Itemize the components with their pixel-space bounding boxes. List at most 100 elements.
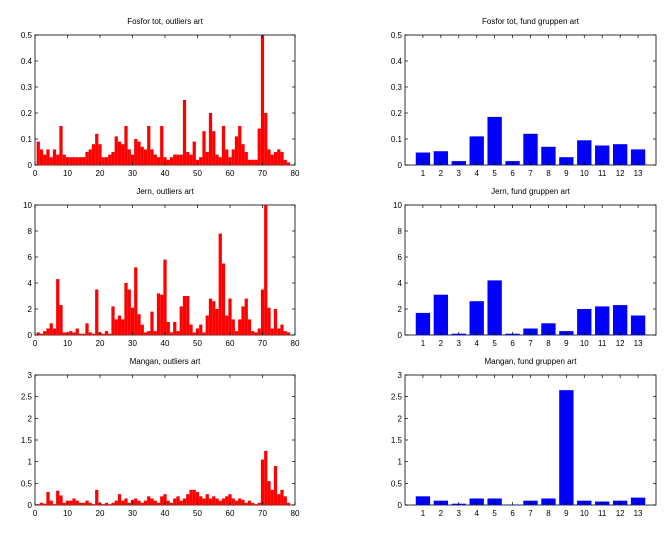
bar <box>114 319 118 335</box>
y-tick-label: 2 <box>398 305 403 314</box>
x-tick-label: 13 <box>634 169 643 178</box>
bar <box>238 126 242 165</box>
bar <box>88 149 92 165</box>
y-tick-label: 0.5 <box>391 31 403 40</box>
x-tick-label: 80 <box>291 509 300 518</box>
bar <box>121 319 125 335</box>
plot-area <box>34 374 296 506</box>
bar <box>195 328 200 335</box>
y-tick-label: 0 <box>398 331 403 340</box>
bar <box>153 154 157 165</box>
bar <box>101 157 105 165</box>
x-tick-label: 80 <box>291 339 300 348</box>
bar <box>124 498 128 505</box>
y-tick-label: 6 <box>28 253 33 262</box>
bar <box>91 144 96 165</box>
chart-panel-2: Fosfor tot, fund gruppen art 0 0.1 0.2 0.3 0.… <box>391 17 657 178</box>
y-tick-label: 2 <box>28 305 33 314</box>
bar <box>39 502 44 505</box>
x-tick-label: 7 <box>528 339 533 348</box>
bar <box>143 149 148 165</box>
bar <box>156 293 161 335</box>
bar <box>114 500 118 505</box>
x-tick-label: 20 <box>96 509 105 518</box>
bar <box>254 332 258 335</box>
x-tick-label: 4 <box>474 169 479 178</box>
bar <box>277 494 281 505</box>
bar <box>52 149 57 165</box>
bar <box>150 149 154 165</box>
bar <box>179 500 183 505</box>
bar <box>469 301 484 335</box>
bar <box>78 502 83 505</box>
y-tick-label: 10 <box>393 201 402 210</box>
x-tick-label: 2 <box>439 509 444 518</box>
bar <box>104 331 109 335</box>
y-tick-label: 0.3 <box>21 83 33 92</box>
bar <box>273 152 278 165</box>
y-tick-label: 0 <box>398 501 403 510</box>
bar <box>221 498 226 505</box>
bar <box>247 319 252 335</box>
bar <box>121 500 125 505</box>
bar <box>186 152 190 165</box>
bar <box>469 498 484 505</box>
bar <box>273 309 278 335</box>
bar <box>251 331 255 335</box>
bar <box>111 306 115 335</box>
bar <box>134 139 138 165</box>
bar <box>192 489 196 505</box>
bar <box>221 263 226 335</box>
bar <box>72 157 76 165</box>
bar <box>433 151 449 165</box>
bar <box>114 136 118 165</box>
bar <box>215 154 219 165</box>
bar <box>147 126 151 165</box>
bar <box>257 328 261 335</box>
bar <box>254 159 258 165</box>
bar <box>130 154 135 165</box>
bar <box>36 141 40 165</box>
bar <box>202 332 206 335</box>
bar <box>46 328 50 335</box>
bar <box>156 157 161 165</box>
y-tick-label: 0.5 <box>21 31 33 40</box>
bar <box>270 489 274 505</box>
bar <box>202 131 206 165</box>
y-tick-label: 8 <box>28 227 33 236</box>
bar <box>124 126 128 165</box>
x-tick-label: 40 <box>161 169 170 178</box>
bar <box>267 149 271 165</box>
x-tick-label: 0 <box>33 339 38 348</box>
bar <box>251 502 255 505</box>
bar <box>241 144 245 165</box>
y-tick-label: 10 <box>23 201 32 210</box>
x-tick-label: 12 <box>616 339 625 348</box>
bar <box>124 283 128 335</box>
bar <box>117 494 122 505</box>
y-tick-label: 0.4 <box>21 57 33 66</box>
bar <box>260 35 265 165</box>
bar <box>163 494 167 505</box>
bar <box>182 498 187 505</box>
bar <box>241 499 245 505</box>
y-tick-label: 4 <box>398 279 403 288</box>
bar <box>612 305 628 335</box>
bar <box>247 500 252 505</box>
x-tick-label: 7 <box>528 169 533 178</box>
bar <box>225 496 229 505</box>
bar <box>202 498 206 505</box>
bar <box>270 328 274 335</box>
bar <box>280 152 284 165</box>
bar <box>62 154 66 165</box>
bar <box>78 333 83 335</box>
x-tick-label: 40 <box>161 339 170 348</box>
x-tick-label: 50 <box>193 509 202 518</box>
y-tick-label: 1.5 <box>391 436 403 445</box>
y-tick-label: 0.5 <box>21 479 33 488</box>
bar <box>523 328 538 335</box>
x-tick-label: 60 <box>226 509 235 518</box>
bar <box>85 152 89 165</box>
bar <box>176 154 180 165</box>
